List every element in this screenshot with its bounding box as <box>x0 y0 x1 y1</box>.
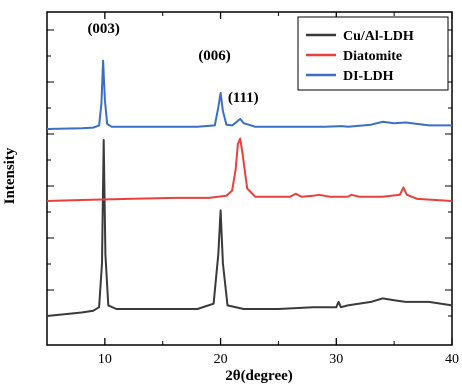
x-tick-label: 30 <box>329 352 343 367</box>
x-tick-label: 20 <box>214 352 228 367</box>
series-line-di-ldh <box>46 59 452 130</box>
legend-label: Diatomite <box>343 49 402 64</box>
peak-annotation: (003) <box>87 21 120 37</box>
legend-box <box>297 16 449 91</box>
series-line-cu-al-ldh <box>46 139 453 317</box>
series-line-diatomite <box>46 137 453 202</box>
peak-annotation: (006) <box>198 48 231 64</box>
x-axis-label: 2θ(degree) <box>225 368 293 384</box>
x-tick-label: 40 <box>445 352 459 367</box>
x-tick-label: 10 <box>98 352 112 367</box>
legend-label: Cu/Al-LDH <box>343 29 414 44</box>
y-axis-label: Intensity <box>2 147 18 204</box>
legend-label: DI-LDH <box>343 69 394 84</box>
peak-annotation: (111) <box>228 90 259 106</box>
plot-frame <box>46 11 453 346</box>
